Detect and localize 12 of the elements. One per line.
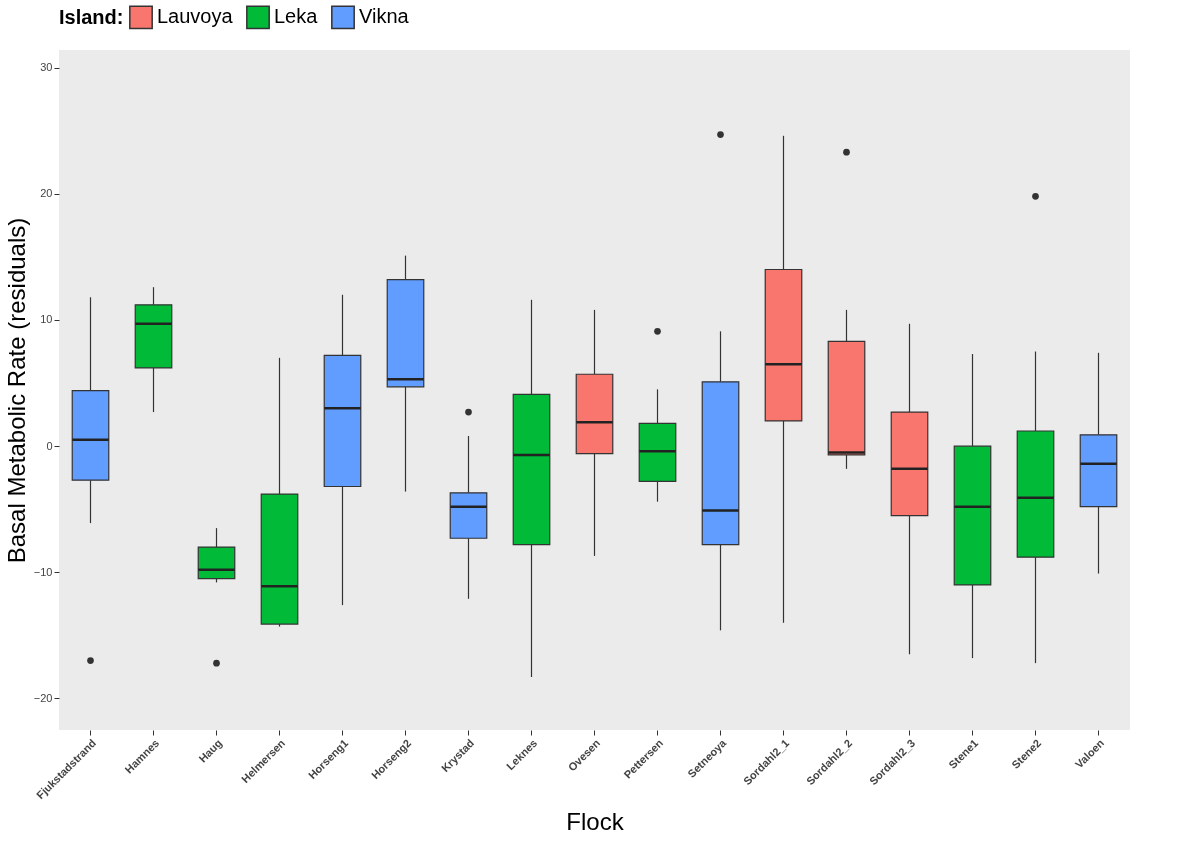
y-tick-label: −20 bbox=[33, 691, 53, 704]
y-tick-label: 10 bbox=[40, 313, 53, 326]
y-axis-title: Basal Metabolic Rate (residuals) bbox=[2, 217, 30, 564]
x-axis-title: Flock bbox=[566, 808, 625, 836]
y-tick-label: 0 bbox=[46, 439, 53, 452]
legend-title: Island: bbox=[59, 6, 124, 28]
legend-label: Lauvoya bbox=[157, 5, 234, 28]
legend-label: Vikna bbox=[359, 5, 410, 28]
y-tick-label: 20 bbox=[40, 187, 53, 200]
y-tick-label: 30 bbox=[40, 61, 53, 74]
y-tick-label: −10 bbox=[33, 565, 53, 578]
legend-label: Leka bbox=[274, 5, 319, 28]
